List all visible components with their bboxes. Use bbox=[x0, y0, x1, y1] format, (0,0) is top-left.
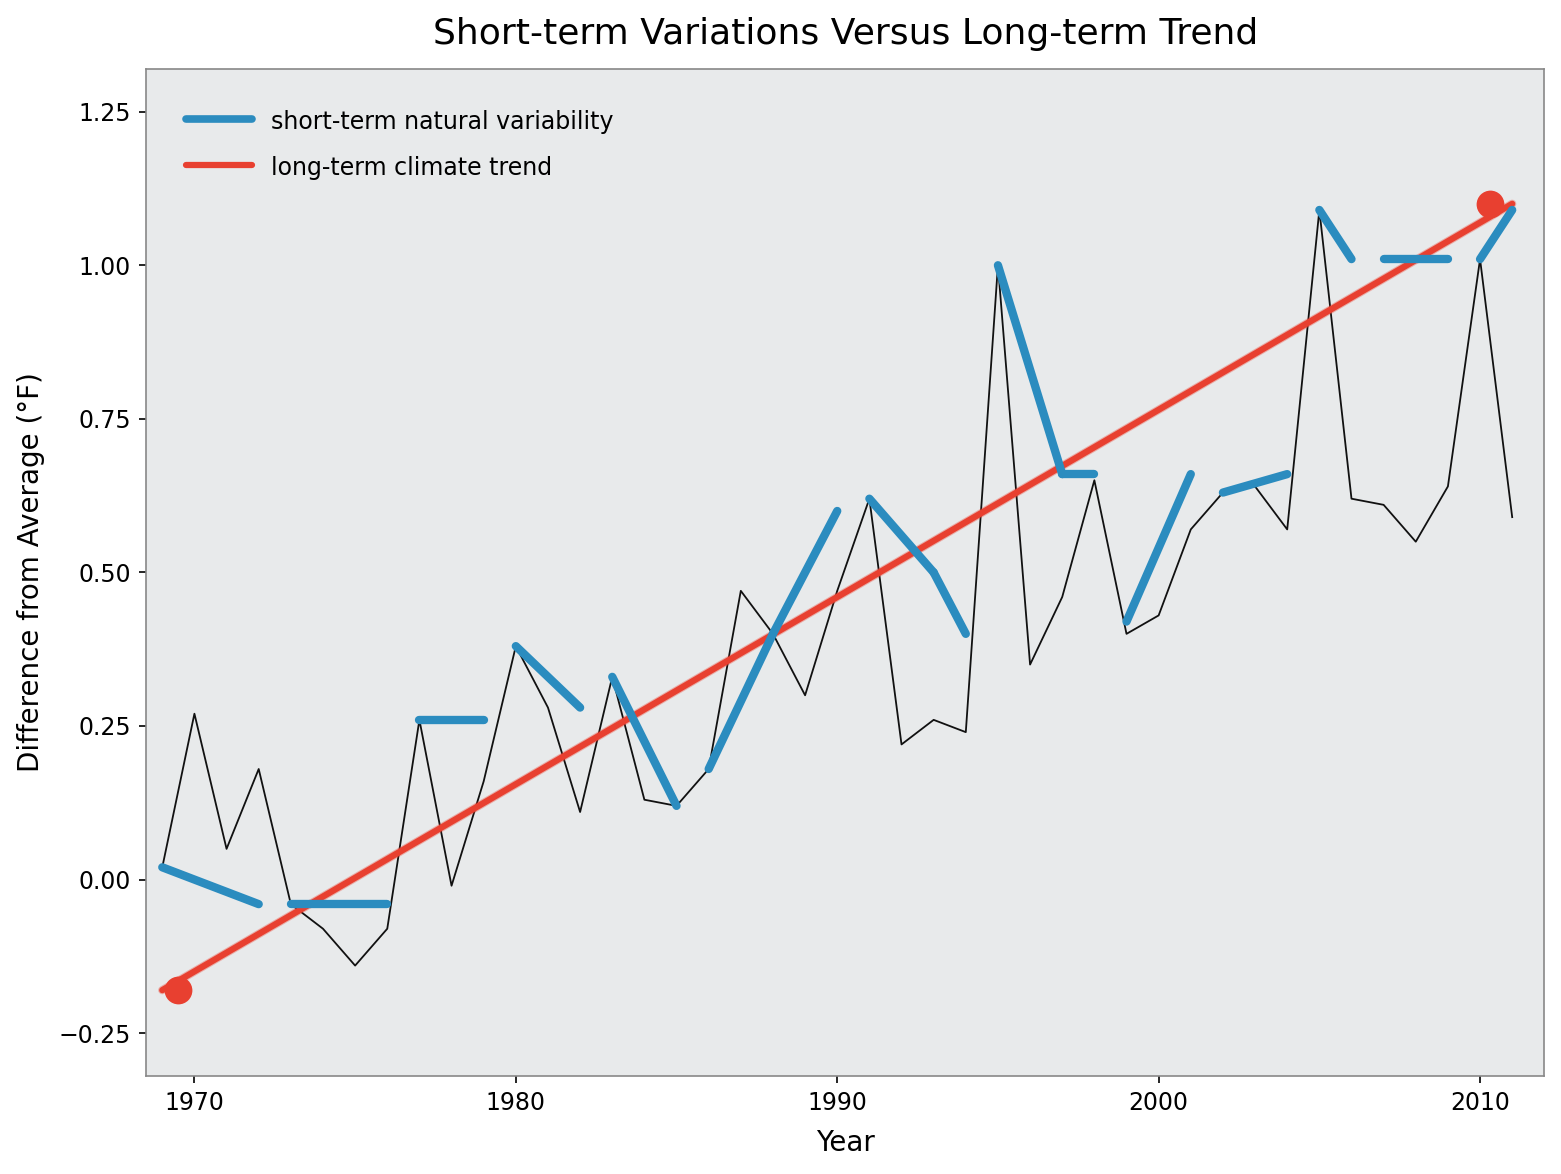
Title: Short-term Variations Versus Long-term Trend: Short-term Variations Versus Long-term T… bbox=[432, 16, 1258, 50]
X-axis label: Year: Year bbox=[816, 1129, 874, 1158]
Legend: short-term natural variability, long-term climate trend: short-term natural variability, long-ter… bbox=[158, 81, 642, 209]
Y-axis label: Difference from Average (°F): Difference from Average (°F) bbox=[17, 372, 45, 772]
